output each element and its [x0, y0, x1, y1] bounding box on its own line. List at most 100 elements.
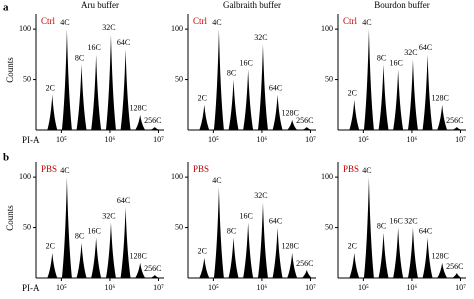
peak: [149, 126, 160, 130]
peak-label: 32C: [254, 33, 267, 42]
peak-label: 8C: [227, 226, 236, 235]
x-tick-label: 10⁵: [358, 135, 369, 144]
peak: [76, 64, 87, 130]
y-tick-label: 50: [23, 222, 31, 231]
y-axis-label: Counts: [5, 205, 15, 231]
panel-title: Galbraith buffer: [223, 0, 281, 10]
peak: [363, 177, 374, 278]
peak-label: 32C: [404, 216, 417, 225]
peak-label: 4C: [362, 18, 371, 27]
peak: [243, 69, 254, 130]
treatment-label: PBS: [193, 164, 209, 174]
peak: [76, 242, 87, 278]
peak: [213, 29, 224, 131]
peak-label: 8C: [377, 53, 386, 62]
peak-label: 32C: [102, 211, 115, 220]
peak-label: 32C: [404, 48, 417, 57]
peak: [47, 94, 58, 130]
x-tick-label: 10⁵: [208, 135, 219, 144]
peak: [393, 69, 404, 130]
x-tick-label: 10⁶: [407, 135, 418, 144]
treatment-label: Ctrl: [343, 16, 358, 26]
peak-label: 256C: [296, 259, 313, 268]
treatment-label: Ctrl: [193, 16, 208, 26]
x-axis-label: PI-A: [22, 135, 40, 145]
peak: [272, 227, 283, 278]
peak: [393, 227, 404, 278]
x-tick-label: 10⁵: [56, 135, 67, 144]
x-tick-label: 10⁵: [358, 283, 369, 292]
peak: [199, 257, 210, 278]
x-tick-label: 10⁵: [56, 283, 67, 292]
treatment-label: PBS: [41, 164, 57, 174]
peak: [437, 104, 448, 130]
peak-label: 8C: [75, 232, 84, 241]
peak-label: 16C: [87, 43, 100, 52]
peak-label: 32C: [254, 191, 267, 200]
peak: [301, 126, 312, 130]
peak-label: 4C: [212, 18, 221, 27]
x-tick-label: 10⁶: [257, 135, 268, 144]
peak: [301, 269, 312, 278]
panel-label: a: [3, 2, 9, 14]
peak-label: 64C: [269, 216, 282, 225]
peak: [287, 119, 298, 130]
peak: [228, 79, 239, 130]
peak: [105, 222, 116, 278]
peak-label: 2C: [46, 242, 55, 251]
y-axis-label: Counts: [5, 57, 15, 83]
y-tick-label: 50: [175, 222, 183, 231]
peak-label: 64C: [419, 43, 432, 52]
peak-label: 8C: [75, 53, 84, 62]
peak: [243, 222, 254, 278]
y-tick-label: 50: [23, 74, 31, 83]
panel-title: Bourdon buffer: [374, 0, 430, 10]
peak-label: 256C: [144, 116, 161, 125]
y-tick-label: 100: [171, 24, 183, 33]
peak-label: 256C: [446, 262, 463, 271]
x-tick-label: 10⁶: [257, 283, 268, 292]
peak: [378, 232, 389, 278]
peak: [363, 29, 374, 131]
peak-label: 256C: [144, 264, 161, 273]
peak-label: 32C: [102, 23, 115, 32]
y-tick-label: 100: [19, 24, 31, 33]
peak: [257, 44, 268, 131]
peak-label: 8C: [377, 221, 386, 230]
x-tick-label: 10⁷: [305, 135, 316, 144]
peak: [105, 34, 116, 130]
y-tick-label: 100: [171, 172, 183, 181]
peak-label: 64C: [117, 196, 130, 205]
peak: [378, 64, 389, 130]
peak-label: 16C: [389, 58, 402, 67]
peak-label: 4C: [60, 18, 69, 27]
peak: [451, 272, 462, 278]
x-tick-label: 10⁷: [455, 283, 466, 292]
peak-label: 8C: [227, 68, 236, 77]
peak-label: 128C: [282, 109, 299, 118]
peak-label: 128C: [432, 252, 449, 261]
peak: [451, 126, 462, 130]
peak-label: 128C: [432, 94, 449, 103]
peak-label: 2C: [46, 84, 55, 93]
peak: [407, 59, 418, 130]
peak-label: 2C: [198, 94, 207, 103]
peak-label: 4C: [362, 166, 371, 175]
peak-label: 16C: [239, 211, 252, 220]
peak-label: 4C: [212, 176, 221, 185]
peak-label: 128C: [130, 252, 147, 261]
peak-label: 64C: [269, 84, 282, 93]
peak: [422, 54, 433, 131]
peak: [91, 54, 102, 131]
peak-label: 16C: [239, 58, 252, 67]
peak-label: 2C: [348, 242, 357, 251]
x-tick-label: 10⁶: [407, 283, 418, 292]
treatment-label: PBS: [343, 164, 359, 174]
peak: [91, 237, 102, 278]
x-tick-label: 10⁶: [105, 283, 116, 292]
peak-label: 16C: [87, 226, 100, 235]
peak-label: 16C: [389, 216, 402, 225]
peak: [199, 104, 210, 130]
treatment-label: Ctrl: [41, 16, 56, 26]
x-tick-label: 10⁷: [455, 135, 466, 144]
